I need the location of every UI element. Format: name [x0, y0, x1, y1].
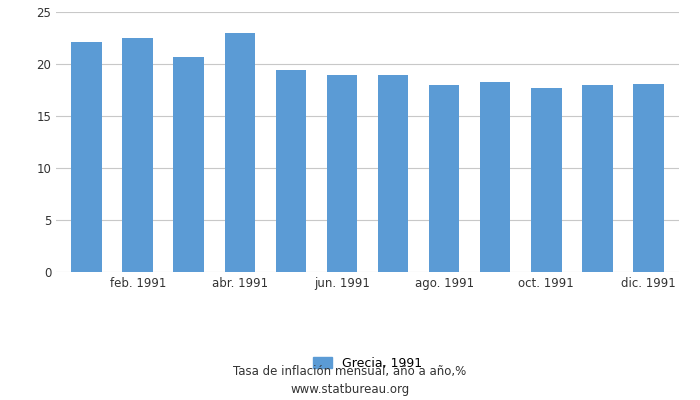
Text: www.statbureau.org: www.statbureau.org [290, 384, 410, 396]
Bar [633, 84, 664, 272]
Bar [225, 33, 256, 272]
Bar [276, 70, 306, 272]
Bar [122, 38, 153, 272]
Bar [429, 85, 459, 272]
Legend: Grecia, 1991: Grecia, 1991 [308, 352, 427, 375]
Text: Tasa de inflación mensual, año a año,%: Tasa de inflación mensual, año a año,% [233, 366, 467, 378]
Bar [327, 76, 357, 272]
Bar [480, 82, 510, 272]
Bar [582, 85, 612, 272]
Bar [378, 76, 408, 272]
Bar [71, 42, 102, 272]
Bar [531, 88, 561, 272]
Bar [174, 57, 204, 272]
